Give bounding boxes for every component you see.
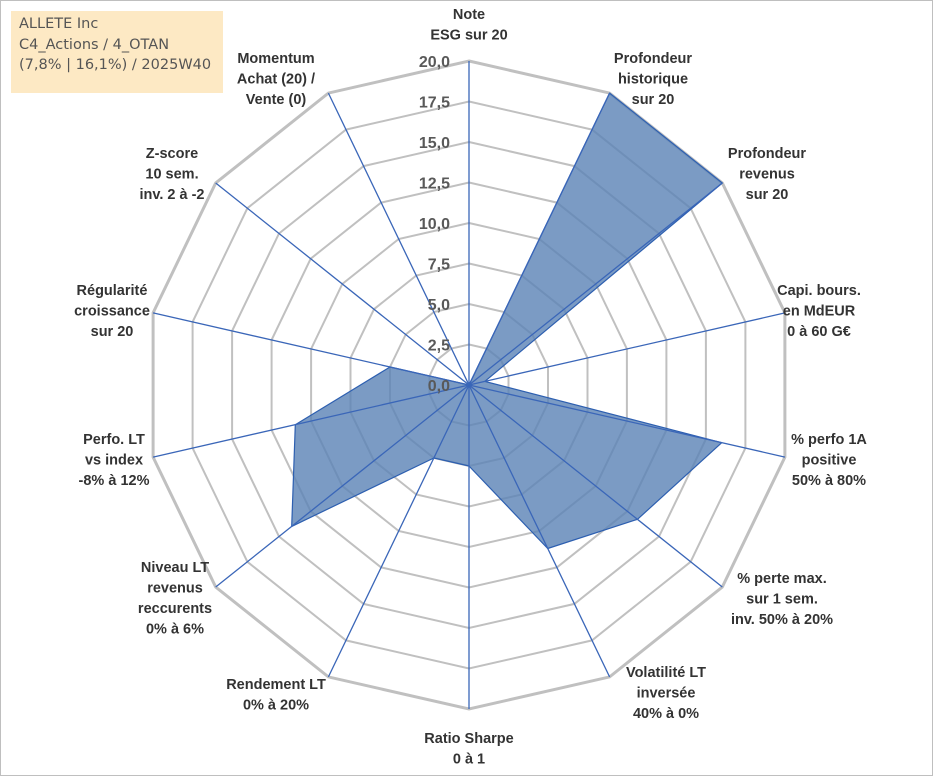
axis-label-line: ESG sur 20 <box>430 28 507 44</box>
axis-label-line: % perfo 1A <box>791 432 867 448</box>
axis-label-line: en MdEUR <box>783 304 856 320</box>
axis-label-line: Ratio Sharpe <box>424 731 513 747</box>
axis-label-7: Ratio Sharpe 0 à 1 <box>424 731 513 768</box>
axis-label-10: Perfo. LT vs index -8% à 12% <box>79 432 150 489</box>
axis-label-line: 0% à 6% <box>146 622 204 638</box>
tick-label-7: 17,5 <box>419 95 450 112</box>
axis-label-line: reccurents <box>138 601 212 617</box>
axis-label-line: inversée <box>637 686 696 702</box>
axis-label-12: Z-score 10 sem. inv. 2 à -2 <box>139 146 204 203</box>
axis-label-line: croissance <box>74 304 150 320</box>
axis-label-line: 0 à 60 G€ <box>787 324 851 340</box>
axis-spoke-9 <box>215 384 470 588</box>
axis-label-line: Achat (20) / <box>237 72 315 88</box>
axis-spoke-11 <box>152 312 470 386</box>
info-box: ALLETE Inc C4_Actions / 4_OTAN (7,8% | 1… <box>11 11 223 93</box>
axis-label-line: Régularité <box>77 283 148 299</box>
axis-spoke-1 <box>468 92 611 386</box>
axis-label-line: 10 sem. <box>145 167 198 183</box>
axis-label-line: Profondeur <box>614 51 692 67</box>
axis-spoke-5 <box>468 384 723 588</box>
axis-label-line: inv. 50% à 20% <box>731 612 833 628</box>
axis-label-line: revenus <box>147 581 203 597</box>
tick-label-5: 12,5 <box>419 176 450 193</box>
axis-label-8: Rendement LT 0% à 20% <box>226 677 326 714</box>
axis-label-line: -8% à 12% <box>79 473 150 489</box>
tick-label-0: 0,0 <box>428 378 450 395</box>
axis-label-line: Perfo. LT <box>83 432 145 448</box>
axis-spoke-3 <box>468 312 786 386</box>
axis-label-13: Momentum Achat (20) / Vente (0) <box>237 51 315 108</box>
axis-spoke-13 <box>327 92 470 386</box>
axis-label-line: % perte max. <box>737 571 826 587</box>
axis-label-line: vs index <box>85 453 143 469</box>
axis-label-line: Vente (0) <box>246 92 307 108</box>
axis-label-line: Z-score <box>146 146 198 162</box>
axis-label-2: Profondeur revenus sur 20 <box>728 146 806 203</box>
axis-label-1: Profondeur historique sur 20 <box>614 51 692 108</box>
axis-label-line: sur 20 <box>632 92 675 108</box>
axis-label-5: % perte max. sur 1 sem. inv. 50% à 20% <box>731 571 833 628</box>
axis-label-line: Niveau LT <box>141 560 209 576</box>
axis-spoke-6 <box>468 384 611 678</box>
axis-label-line: historique <box>618 72 688 88</box>
axis-label-line: 0% à 20% <box>243 698 309 714</box>
axis-label-0: Note ESG sur 20 <box>430 7 507 44</box>
tick-label-3: 7,5 <box>428 257 450 274</box>
axis-label-line: positive <box>802 453 857 469</box>
axis-spoke-8 <box>327 384 470 678</box>
axis-spoke-4 <box>468 384 786 458</box>
axis-label-11: Régularité croissance sur 20 <box>74 283 150 340</box>
axis-label-line: Volatilité LT <box>626 665 706 681</box>
tick-label-8: 20,0 <box>419 54 450 71</box>
axis-labels: Note ESG sur 20 Profondeur historique sur 20… <box>74 7 867 768</box>
axis-label-line: sur 20 <box>746 187 789 203</box>
axis-spoke-2 <box>468 182 723 386</box>
axis-spoke-12 <box>215 182 470 386</box>
axis-spoke-10 <box>152 384 470 458</box>
axis-label-line: Note <box>453 7 485 23</box>
axis-label-line: Profondeur <box>728 146 806 162</box>
axis-label-line: Momentum <box>237 51 314 67</box>
axis-label-line: 50% à 80% <box>792 473 866 489</box>
axis-label-line: revenus <box>739 167 795 183</box>
company-name: ALLETE Inc <box>19 16 99 32</box>
axis-label-line: Capi. bours. <box>777 283 861 299</box>
performance-week: (7,8% | 16,1%) / 2025W40 <box>19 57 212 73</box>
tick-label-4: 10,0 <box>419 216 450 233</box>
axis-label-line: sur 1 sem. <box>746 592 818 608</box>
axis-label-line: inv. 2 à -2 <box>139 187 204 203</box>
tick-label-6: 15,0 <box>419 135 450 152</box>
axis-label-line: 0 à 1 <box>453 752 485 768</box>
axis-label-line: sur 20 <box>91 324 134 340</box>
axis-spokes <box>152 61 786 709</box>
axis-label-9: Niveau LT revenus reccurents 0% à 6% <box>138 560 212 638</box>
axis-label-line: 40% à 0% <box>633 706 699 722</box>
portfolio-path: C4_Actions / 4_OTAN <box>19 36 170 53</box>
axis-label-4: % perfo 1A positive 50% à 80% <box>791 432 867 489</box>
axis-label-3: Capi. bours. en MdEUR 0 à 60 G€ <box>777 283 861 340</box>
axis-label-6: Volatilité LT inversée 40% à 0% <box>626 665 706 722</box>
axis-label-line: Rendement LT <box>226 677 326 693</box>
tick-labels: 0,0 2,5 5,0 7,5 10,0 12,5 15,0 17,5 20,0 <box>419 54 450 395</box>
tick-label-1: 2,5 <box>428 338 450 355</box>
tick-label-2: 5,0 <box>428 297 450 314</box>
